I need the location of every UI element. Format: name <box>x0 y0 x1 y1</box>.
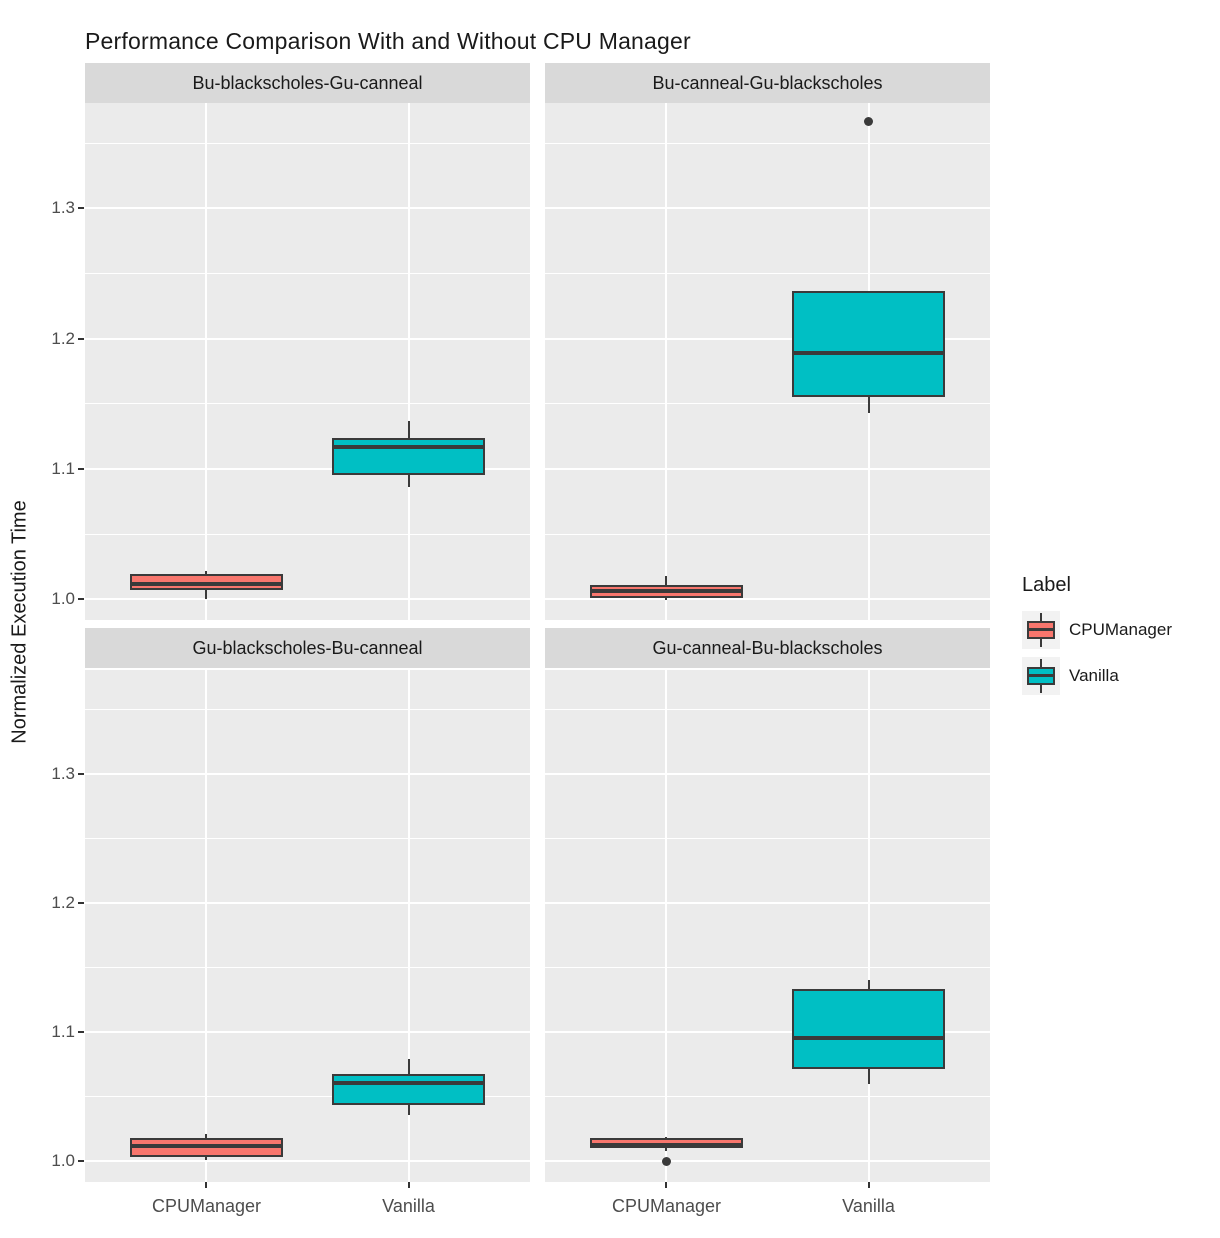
boxplot-median <box>791 1035 946 1040</box>
boxplot-median <box>129 581 284 586</box>
y-tick-mark <box>78 207 84 210</box>
minor-gridline <box>545 838 990 840</box>
legend-title: Label <box>1022 574 1071 596</box>
boxplot-median <box>791 351 946 356</box>
minor-gridline <box>85 403 530 405</box>
y-tick-label: 1.1 <box>51 1022 75 1042</box>
legend-label: Vanilla <box>1069 666 1119 685</box>
y-tick-label: 1.3 <box>51 764 75 784</box>
facet-strip: Bu-blackscholes-Gu-canneal <box>85 63 530 103</box>
legend-entry-vanilla: Vanilla <box>1022 657 1172 695</box>
facet-panel <box>85 670 530 1182</box>
legend: Label CPUManager Vanilla <box>1022 574 1172 703</box>
category-gridline <box>407 103 410 620</box>
legend-median <box>1027 628 1055 631</box>
outlier-point <box>864 116 873 126</box>
chart-title: Performance Comparison With and Without … <box>85 28 691 54</box>
y-tick-mark <box>78 1031 84 1034</box>
minor-gridline <box>85 273 530 275</box>
category-gridline <box>867 670 870 1182</box>
major-gridline <box>85 1160 530 1163</box>
category-gridline <box>205 103 208 620</box>
boxplot-box-vanilla <box>791 290 946 398</box>
boxplot-median <box>589 1142 744 1147</box>
y-tick-mark <box>78 1160 84 1163</box>
boxplot-median <box>129 1143 284 1148</box>
major-gridline <box>85 467 530 470</box>
y-tick-label: 1.1 <box>51 458 75 478</box>
major-gridline <box>85 337 530 340</box>
facet-strip: Bu-canneal-Gu-blackscholes <box>545 63 990 103</box>
major-gridline <box>545 207 990 210</box>
minor-gridline <box>545 967 990 969</box>
major-gridline <box>545 773 990 776</box>
facet-panel <box>85 103 530 620</box>
minor-gridline <box>85 142 530 144</box>
major-gridline <box>545 1031 990 1034</box>
minor-gridline <box>85 967 530 969</box>
legend-entries: CPUManager Vanilla <box>1022 611 1172 695</box>
y-tick-label: 1.3 <box>51 198 75 218</box>
x-tick-label: CPUManager <box>151 1196 262 1216</box>
x-tick-label: CPUManager <box>611 1196 722 1216</box>
boxplot-median <box>331 1080 486 1085</box>
major-gridline <box>85 902 530 905</box>
legend-entry-cpumanager: CPUManager <box>1022 611 1172 649</box>
y-tick-mark <box>78 902 84 905</box>
y-tick-label: 1.0 <box>51 1151 75 1171</box>
boxplot-box-vanilla <box>331 437 486 476</box>
category-gridline <box>665 103 668 620</box>
minor-gridline <box>545 273 990 275</box>
major-gridline <box>85 598 530 601</box>
legend-label: CPUManager <box>1069 620 1172 639</box>
outlier-point <box>661 1156 671 1166</box>
x-tick-mark <box>205 1182 208 1188</box>
boxplot-box-vanilla <box>791 988 946 1069</box>
facet-strip: Gu-canneal-Bu-blackscholes <box>545 628 990 668</box>
x-tick-label: Vanilla <box>382 1196 435 1216</box>
minor-gridline <box>545 533 990 535</box>
y-tick-label: 1.2 <box>51 893 75 913</box>
x-tick-mark <box>665 1182 668 1188</box>
facet-panel <box>545 670 990 1182</box>
x-tick-mark <box>867 1182 870 1188</box>
facet-panel <box>545 103 990 620</box>
y-tick-mark <box>78 467 84 470</box>
major-gridline <box>85 207 530 210</box>
y-tick-mark <box>78 337 84 340</box>
boxplot-median <box>331 444 486 449</box>
category-gridline <box>407 670 410 1182</box>
category-gridline <box>665 670 668 1182</box>
y-axis-label: Normalized Execution Time <box>8 500 31 744</box>
major-gridline <box>545 467 990 470</box>
legend-key-boxplot-icon <box>1022 657 1060 695</box>
minor-gridline <box>85 709 530 711</box>
facet-strip: Gu-blackscholes-Bu-canneal <box>85 628 530 668</box>
boxplot-box-vanilla <box>331 1073 486 1105</box>
y-tick-mark <box>78 773 84 776</box>
legend-median <box>1027 674 1055 677</box>
boxplot-median <box>589 589 744 594</box>
minor-gridline <box>545 142 990 144</box>
minor-gridline <box>545 1096 990 1098</box>
minor-gridline <box>545 403 990 405</box>
x-tick-label: Vanilla <box>842 1196 895 1216</box>
major-gridline <box>85 773 530 776</box>
category-gridline <box>205 670 208 1182</box>
minor-gridline <box>545 709 990 711</box>
major-gridline <box>85 1031 530 1034</box>
major-gridline <box>545 1160 990 1163</box>
minor-gridline <box>85 1096 530 1098</box>
legend-key-boxplot-icon <box>1022 611 1060 649</box>
major-gridline <box>545 598 990 601</box>
major-gridline <box>545 902 990 905</box>
major-gridline <box>545 337 990 340</box>
y-tick-label: 1.2 <box>51 328 75 348</box>
x-tick-mark <box>407 1182 410 1188</box>
y-tick-mark <box>78 598 84 601</box>
minor-gridline <box>85 533 530 535</box>
minor-gridline <box>85 838 530 840</box>
y-tick-label: 1.0 <box>51 589 75 609</box>
